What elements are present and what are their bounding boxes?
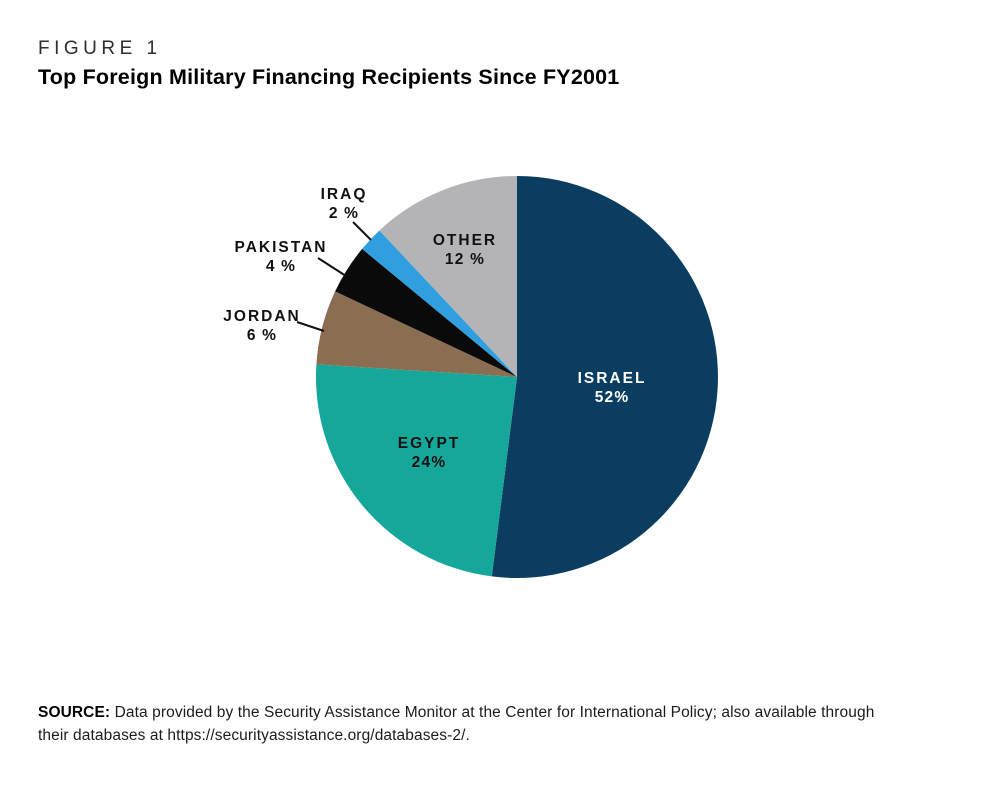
figure-title: Top Foreign Military Financing Recipient… bbox=[38, 65, 620, 89]
pie-label-name: EGYPT bbox=[397, 435, 461, 452]
pie-slice-iraq bbox=[362, 230, 517, 377]
pie-slice-jordan bbox=[316, 291, 517, 377]
pie-label-percent: 24% bbox=[411, 454, 447, 471]
pie-label-percent: 6 % bbox=[246, 327, 278, 344]
pie-label-percent: 2 % bbox=[328, 205, 360, 222]
pie-label-pakistan: PAKISTAN 4 % bbox=[235, 238, 328, 276]
pie-slice-pakistan bbox=[335, 248, 517, 377]
pie-label-percent: 4 % bbox=[265, 258, 297, 275]
pie-slice-egypt bbox=[316, 364, 517, 577]
pie-label-jordan: JORDAN 6 % bbox=[223, 307, 300, 345]
pie-label-egypt: EGYPT 24% bbox=[398, 434, 461, 472]
pie-label-iraq: IRAQ 2 % bbox=[321, 185, 368, 223]
pie-slice-other bbox=[379, 176, 517, 377]
source-line-1: SOURCE: Data provided by the Security As… bbox=[38, 704, 875, 721]
pie-label-name: OTHER bbox=[432, 232, 498, 249]
pie-label-name: IRAQ bbox=[320, 186, 368, 203]
pie-label-name: PAKISTAN bbox=[234, 239, 328, 256]
pie-label-name: ISRAEL bbox=[577, 370, 647, 387]
pie-label-other: OTHER 12 % bbox=[433, 231, 497, 269]
source-note: SOURCE: Data provided by the Security As… bbox=[38, 702, 968, 747]
leader-line-pakistan bbox=[317, 257, 347, 277]
leader-line-iraq bbox=[352, 221, 372, 241]
pie-label-percent: 12 % bbox=[444, 251, 486, 268]
pie-label-percent: 52% bbox=[594, 389, 630, 406]
figure-header: FIGURE 1 Top Foreign Military Financing … bbox=[38, 38, 958, 90]
pie-label-name: JORDAN bbox=[223, 308, 301, 325]
figure-number: FIGURE 1 bbox=[38, 38, 162, 59]
leader-line-jordan bbox=[296, 321, 325, 332]
source-line-2: their databases at https://securityassis… bbox=[38, 726, 470, 744]
source-label: SOURCE: bbox=[38, 704, 111, 721]
pie-label-israel: ISRAEL 52% bbox=[578, 369, 647, 407]
pie-slice-israel bbox=[491, 176, 718, 578]
